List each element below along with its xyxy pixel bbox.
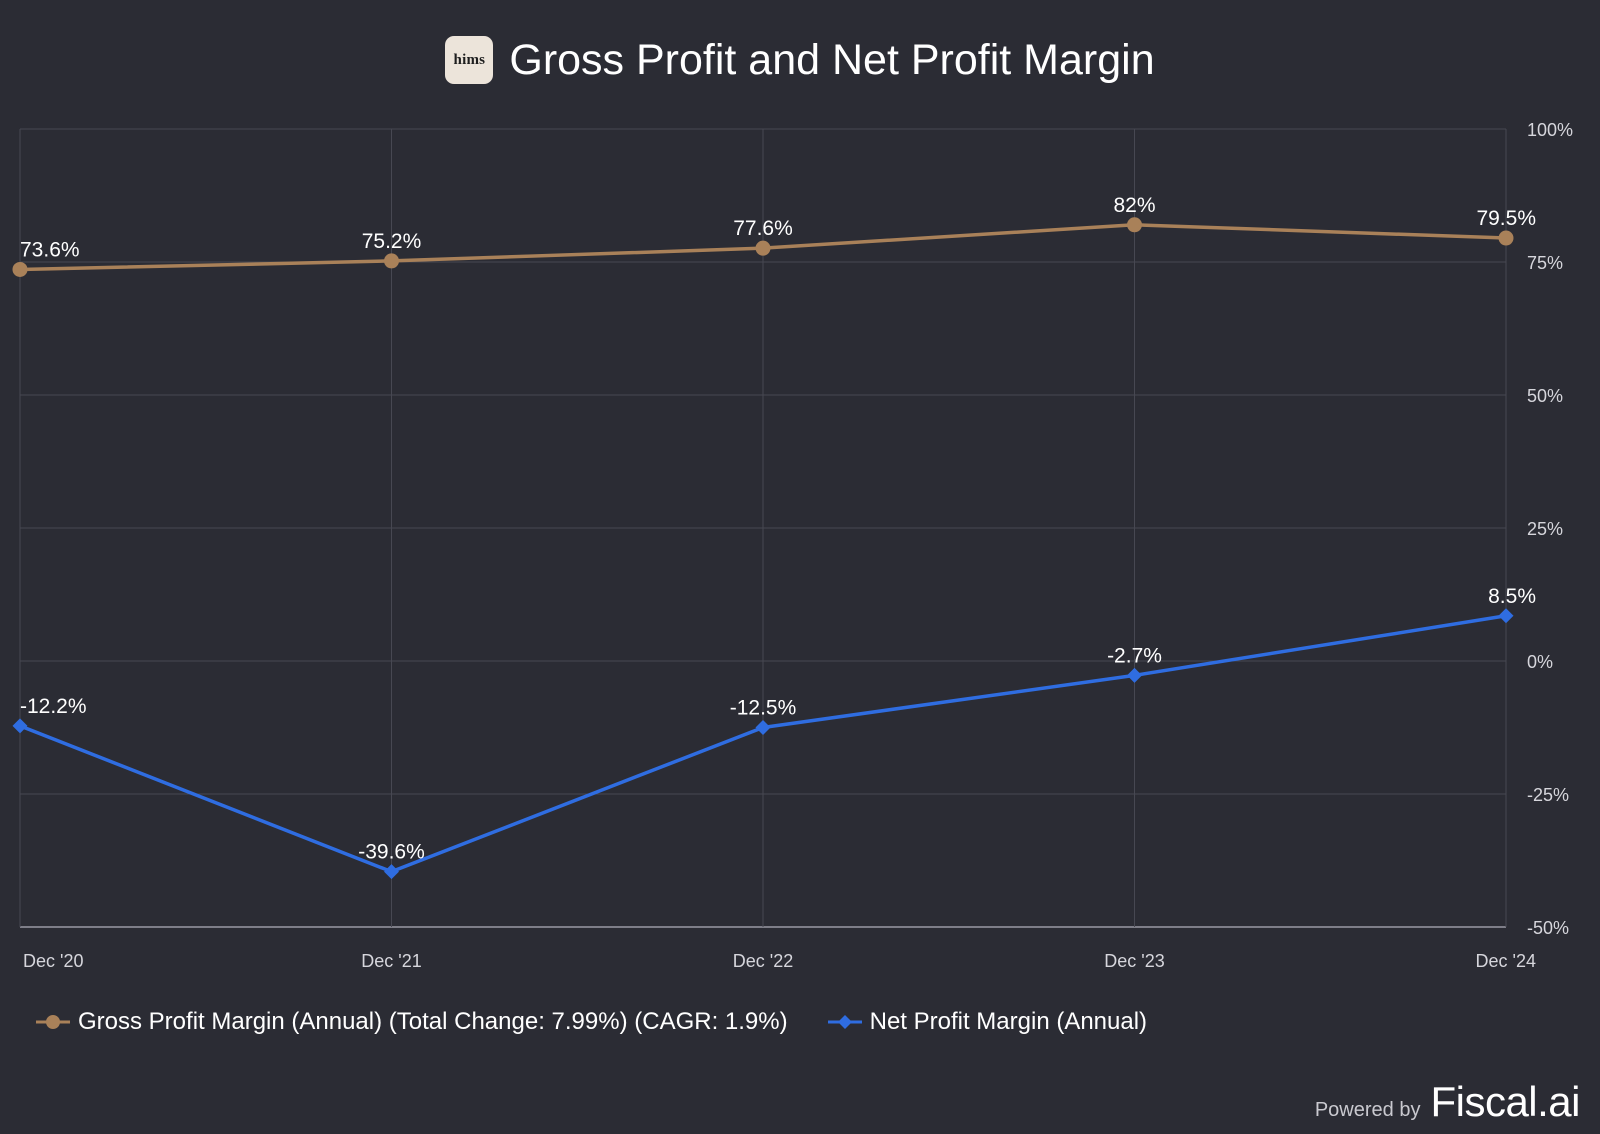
y-tick-label: 25% (1527, 519, 1563, 539)
y-tick-label: 75% (1527, 253, 1563, 273)
gross-margin-point (755, 240, 771, 256)
x-tick-label: Dec '22 (733, 951, 793, 971)
legend-label-gross: Gross Profit Margin (Annual) (Total Chan… (78, 1008, 788, 1035)
x-tick-label: Dec '23 (1104, 951, 1164, 971)
x-tick-label: Dec '24 (1476, 951, 1536, 971)
x-axis-ticks: Dec '20 Dec '21 Dec '22 Dec '23 Dec '24 (23, 951, 1536, 971)
x-tick-label: Dec '20 (23, 951, 83, 971)
net-margin-data-label: 8.5% (1488, 585, 1536, 608)
net-margin-data-label: -39.6% (358, 841, 425, 864)
net-margin-point (1127, 667, 1142, 683)
legend-item-gross[interactable]: Gross Profit Margin (Annual) (Total Chan… (36, 1008, 788, 1036)
legend-circle-marker-icon (36, 1015, 70, 1029)
gross-margin-point (384, 253, 399, 269)
series-layer (12, 217, 1514, 880)
net-margin-point (384, 864, 399, 880)
y-tick-label: 50% (1527, 386, 1563, 406)
x-tick-label: Dec '21 (361, 951, 421, 971)
gross-margin-data-label: 77.6% (733, 217, 793, 240)
gross-margin-data-label: 79.5% (1476, 207, 1536, 230)
legend-item-net[interactable]: Net Profit Margin (Annual) (827, 1008, 1148, 1036)
net-margin-point (1498, 608, 1514, 624)
brand-name[interactable]: Fiscal.ai (1430, 1078, 1580, 1125)
net-margin-data-label: -2.7% (1107, 644, 1162, 667)
gross-margin-point (1127, 217, 1142, 233)
net-margin-data-label: -12.2% (20, 695, 87, 718)
gross-margin-data-label: 82% (1113, 194, 1155, 217)
y-tick-label: 0% (1527, 652, 1553, 672)
legend-diamond-marker-icon (827, 1015, 862, 1029)
company-logo: hims (445, 36, 494, 84)
attribution: Powered by Fiscal.ai (1314, 1078, 1581, 1126)
y-tick-label: -50% (1527, 918, 1569, 938)
chart-title: Gross Profit and Net Profit Margin (509, 35, 1155, 84)
y-axis-ticks: 100% 75% 50% 25% 0% -25% -50% (1527, 120, 1573, 938)
powered-by-text: Powered by (1314, 1099, 1421, 1121)
chart-legend: Gross Profit Margin (Annual) (Total Chan… (36, 1008, 1187, 1036)
gross-margin-data-label: 73.6% (20, 238, 80, 261)
logo-text: hims (453, 51, 486, 68)
chart-header: hims Gross Profit and Net Profit Margin (0, 32, 1600, 88)
gross-margin-point (1498, 230, 1514, 246)
net-margin-data-label: -12.5% (730, 697, 797, 720)
y-tick-label: 100% (1527, 120, 1573, 140)
net-margin-point (12, 718, 28, 734)
gross-margin-data-label: 75.2% (362, 230, 422, 253)
gross-margin-point (12, 261, 28, 277)
legend-label-net: Net Profit Margin (Annual) (869, 1008, 1148, 1035)
grid-layer (19, 128, 1507, 928)
net-margin-point (755, 720, 771, 735)
y-tick-label: -25% (1527, 785, 1569, 805)
data-labels: 73.6% 75.2% 77.6% 82% 79.5% -12.2% -39.6% -12.5… (20, 194, 1536, 864)
